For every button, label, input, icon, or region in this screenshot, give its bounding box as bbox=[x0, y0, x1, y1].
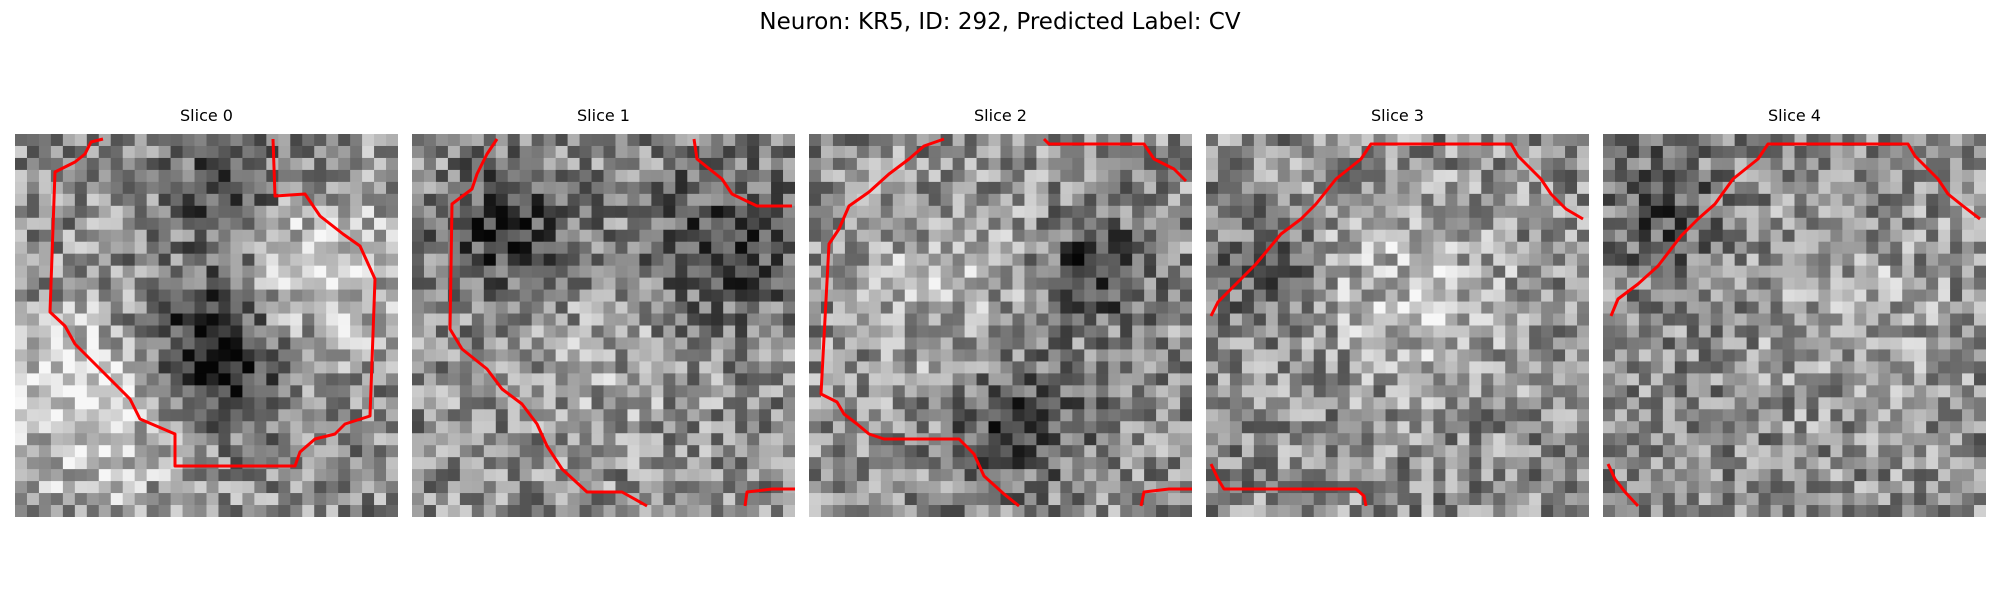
boundary-contour bbox=[48, 137, 377, 468]
slice-pixels-3 bbox=[1206, 134, 1589, 517]
boundary-contour bbox=[1139, 487, 1192, 507]
slice-title-3: Slice 3 bbox=[1371, 106, 1424, 125]
boundary-contour bbox=[1209, 142, 1584, 317]
figure-title: Neuron: KR5, ID: 292, Predicted Label: C… bbox=[759, 9, 1241, 35]
slice-pixels-2 bbox=[809, 134, 1192, 517]
slice-image-4 bbox=[1603, 134, 1986, 517]
boundary-contour bbox=[448, 138, 648, 508]
slice-image-1 bbox=[412, 134, 795, 517]
slice-image-0 bbox=[15, 134, 398, 517]
slice-panel-4: Slice 4 bbox=[1603, 106, 1986, 517]
boundary-contour bbox=[692, 138, 792, 208]
slice-title-4: Slice 4 bbox=[1768, 106, 1821, 125]
slice-title-2: Slice 2 bbox=[974, 106, 1027, 125]
slice-panel-0: Slice 0 bbox=[15, 106, 398, 517]
slice-panel-2: Slice 2 bbox=[809, 106, 1192, 517]
boundary-contour bbox=[819, 137, 1020, 508]
slice-title-0: Slice 0 bbox=[180, 106, 233, 125]
slice-image-2 bbox=[809, 134, 1192, 517]
slice-panel-3: Slice 3 bbox=[1206, 106, 1589, 517]
slice-pixels-1 bbox=[412, 134, 795, 517]
slice-panel-1: Slice 1 bbox=[412, 106, 795, 517]
boundary-contour bbox=[743, 487, 795, 507]
boundary-contour bbox=[1209, 463, 1368, 507]
boundary-contour bbox=[1042, 137, 1188, 183]
slice-title-1: Slice 1 bbox=[577, 106, 630, 125]
boundary-contour bbox=[1606, 463, 1640, 508]
slice-pixels-4 bbox=[1603, 134, 1986, 517]
slice-pixels-0 bbox=[15, 134, 398, 517]
slice-image-3 bbox=[1206, 134, 1589, 517]
boundary-contour bbox=[1609, 142, 1981, 317]
